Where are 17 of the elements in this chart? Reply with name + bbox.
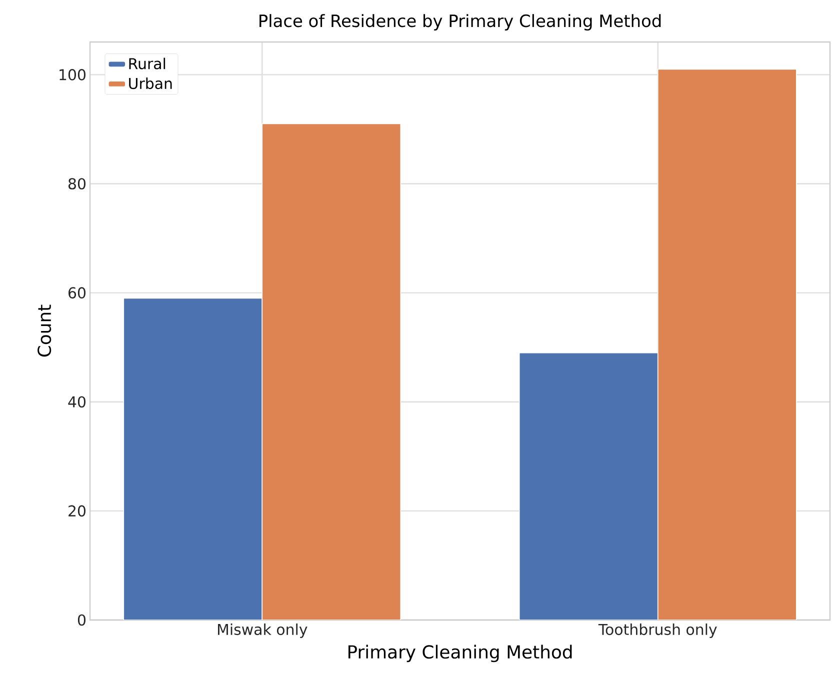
y-axis-title: Count (38, 304, 52, 357)
bar (518, 352, 658, 620)
y-tick-label: 60 (68, 287, 86, 298)
legend-label: Urban (129, 78, 172, 90)
y-tick-label: 20 (68, 505, 86, 517)
y-tick-label: 80 (68, 178, 86, 190)
bar (123, 298, 263, 620)
y-tick-label: 100 (60, 69, 86, 80)
legend-label: Rural (129, 58, 166, 70)
bar (657, 68, 797, 620)
y-tick-label: 0 (78, 614, 86, 626)
x-tick-label: Miswak only (218, 624, 308, 638)
x-axis-title: Primary Cleaning Method (348, 644, 572, 662)
bar (262, 123, 402, 620)
y-tick-label: 40 (68, 396, 86, 408)
chart-title: Place of Residence by Primary Cleaning Method (260, 14, 661, 30)
x-tick-label: Toothbrush only (598, 624, 717, 638)
